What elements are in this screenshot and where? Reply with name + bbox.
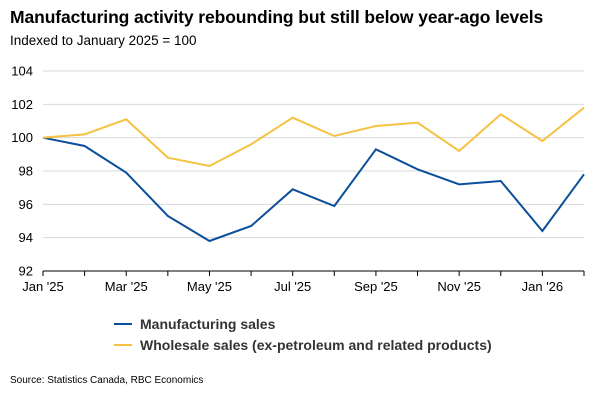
y-tick-label: 102 <box>11 97 33 112</box>
x-tick-label: Sep '25 <box>354 279 398 294</box>
legend-swatch-manufacturing <box>114 322 132 325</box>
x-tick-label: Mar '25 <box>105 279 148 294</box>
y-tick-label: 104 <box>11 64 33 79</box>
x-tick-label: Jan '26 <box>522 279 564 294</box>
legend-swatch-wholesale <box>114 343 132 346</box>
x-tick-label: Jan '25 <box>22 279 64 294</box>
series-line-wholesale <box>42 106 585 168</box>
legend-item-manufacturing: Manufacturing sales <box>114 313 492 334</box>
chart-legend: Manufacturing sales Wholesale sales (ex-… <box>114 313 492 355</box>
chart-title: Manufacturing activity rebounding but st… <box>10 7 544 27</box>
series-line-manufacturing <box>42 136 585 243</box>
legend-label-manufacturing: Manufacturing sales <box>140 315 276 332</box>
source-note: Source: Statistics Canada, RBC Economics <box>10 375 204 386</box>
chart-subtitle: Indexed to January 2025 = 100 <box>10 33 197 48</box>
y-tick-label: 92 <box>19 264 33 279</box>
legend-item-wholesale: Wholesale sales (ex-petroleum and relate… <box>114 334 492 355</box>
y-tick-label: 100 <box>11 130 33 145</box>
y-tick-label: 96 <box>19 197 33 212</box>
y-tick-label: 98 <box>19 164 33 179</box>
x-tick-label: Nov '25 <box>437 279 481 294</box>
y-tick-label: 94 <box>19 230 33 245</box>
x-tick-label: May '25 <box>187 279 232 294</box>
legend-label-wholesale: Wholesale sales (ex-petroleum and relate… <box>140 336 492 353</box>
x-tick-label: Jul '25 <box>274 279 311 294</box>
